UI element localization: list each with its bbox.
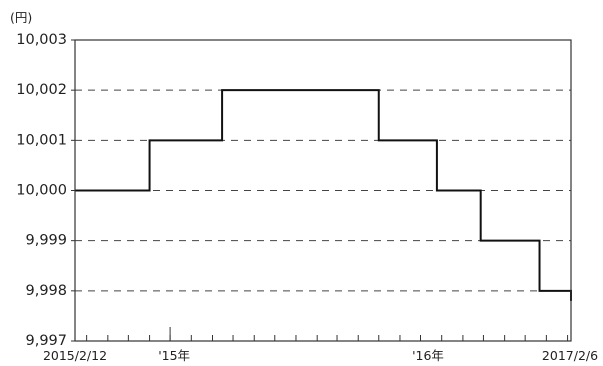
- y-tick-label: 10,000: [16, 183, 67, 199]
- series-layer: [75, 89, 572, 301]
- y-tick-label: 9,999: [25, 233, 67, 249]
- x-tick-label: '16年: [412, 348, 444, 363]
- y-tick-label: 9,998: [25, 283, 67, 299]
- y-tick-label: 10,003: [16, 32, 67, 48]
- x-tick-label: '15年: [158, 348, 190, 363]
- y-axis: 9,997 9,998 9,999 10,000 10,001 10,002 10,003: [16, 32, 75, 349]
- x-tick-label: 2017/2/6: [542, 348, 598, 363]
- y-tick-label: 9,997: [25, 333, 67, 349]
- plot-frame: [74, 39, 572, 342]
- y-tick-label: 10,002: [16, 82, 67, 98]
- unit-label: (円): [10, 10, 32, 25]
- x-tick-label: 2015/2/12: [43, 348, 107, 363]
- y-tick-label: 10,001: [16, 132, 67, 148]
- nav-series-line: [75, 89, 572, 301]
- x-axis: 2015/2/12 '15年 '16年 2017/2/6: [43, 327, 598, 363]
